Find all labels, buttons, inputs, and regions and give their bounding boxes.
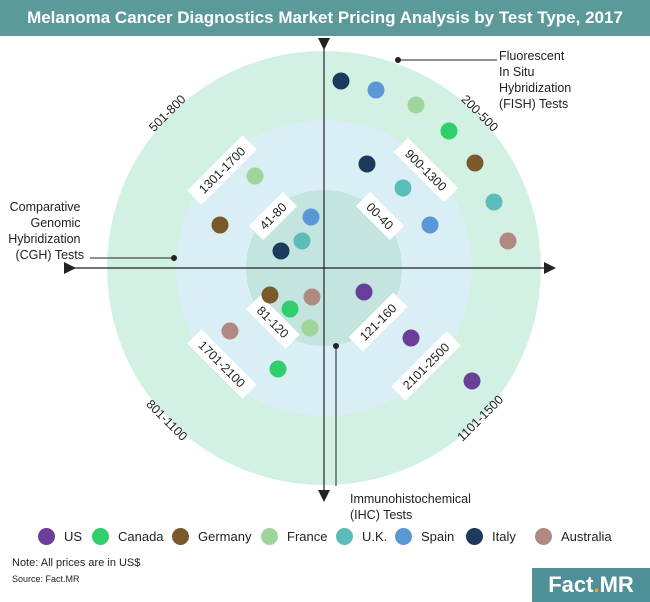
factmr-logo: Fact.MR (532, 568, 650, 602)
band-label-box (348, 292, 408, 352)
band-label-box (187, 329, 257, 399)
dot-uk-fish-middle (394, 179, 412, 197)
dot-italy-fish-middle (358, 155, 376, 173)
band-label-box (393, 137, 459, 203)
dot-france-fish-outer (407, 96, 425, 114)
legend-label-australia: Australia (561, 528, 612, 544)
dot-germany-fish-outer (466, 154, 484, 172)
source: Source: Fact.MR (12, 574, 80, 584)
dot-germany-cgh-middle (211, 216, 229, 234)
dot-us-ihc-outer (463, 372, 481, 390)
legend-label-canada: Canada (118, 528, 164, 544)
cgh-label: Comparative Genomic Hybridization (CGH) … (8, 200, 84, 262)
fish-leader-dot (395, 57, 401, 63)
dot-spain-fish-outer (367, 81, 385, 99)
dot-uk-cgh-inner (293, 232, 311, 250)
pricing-chart: 200-500900-130000-40501-8001301-170041-8… (8, 38, 575, 522)
band-label-box (246, 295, 300, 349)
legend-item-uk: U.K. (336, 524, 387, 548)
dot-us-ihc-middle (402, 329, 420, 347)
legend-item-spain: Spain (395, 524, 454, 548)
legend-dot-france (261, 527, 278, 545)
band-label-box (355, 191, 405, 241)
dot-france-q4-inner (301, 319, 319, 337)
band-label-box (391, 331, 461, 401)
legend-item-germany: Germany (172, 524, 251, 548)
dot-spain-cgh-inner (302, 208, 320, 226)
legend-label-uk: U.K. (362, 528, 388, 544)
title-bar (0, 0, 650, 36)
cgh-leader-dot (171, 255, 177, 261)
legend-label-italy: Italy (492, 528, 516, 544)
band-label-box (248, 191, 298, 241)
legend-dot-uk (336, 527, 353, 545)
legend-label-germany: Germany (198, 528, 252, 544)
legend-dot-germany (172, 527, 189, 545)
dot-france-cgh-middle (246, 167, 264, 185)
ihc-label: Immunohistochemical (IHC) Tests (350, 492, 474, 522)
legend-label-spain: Spain (421, 528, 455, 544)
legend-dot-spain (395, 527, 412, 545)
ihc-leader-dot (333, 343, 339, 349)
dot-australia-q4-inner (303, 288, 321, 306)
legend-item-france: France (261, 524, 327, 548)
legend-dot-canada (92, 527, 109, 545)
legend-dot-australia (535, 527, 552, 545)
dot-germany-q4-inner (261, 286, 279, 304)
legend: US Canada Germany France U.K. Spain Ital… (30, 524, 640, 548)
dot-italy-cgh-inner (272, 242, 290, 260)
dot-italy-fish-outer (332, 72, 350, 90)
legend-dot-us (38, 527, 55, 545)
dot-canada-q4-middle (269, 360, 287, 378)
legend-item-us: US (38, 524, 82, 548)
dot-uk-fish-outer (485, 193, 503, 211)
legend-label-france: France (287, 528, 328, 544)
dot-spain-fish-middle (421, 216, 439, 234)
dot-canada-fish-outer (440, 122, 458, 140)
dot-canada-q4-inner (281, 300, 299, 318)
legend-label-us: US (64, 528, 83, 544)
dot-australia-q4-middle (221, 322, 239, 340)
dot-us-ihc-inner (355, 283, 373, 301)
dot-australia-fish-outer (499, 232, 517, 250)
note: Note: All prices are in US$ (12, 557, 141, 569)
legend-dot-italy (466, 527, 483, 545)
fish-label: Fluorescent In Situ Hybridization (FISH)… (499, 49, 575, 111)
legend-item-canada: Canada (92, 524, 164, 548)
legend-item-italy: Italy (466, 524, 516, 548)
band-label-box (187, 135, 257, 205)
chart-title: Melanoma Cancer Diagnostics Market Prici… (27, 8, 623, 27)
legend-item-australia: Australia (535, 524, 612, 548)
